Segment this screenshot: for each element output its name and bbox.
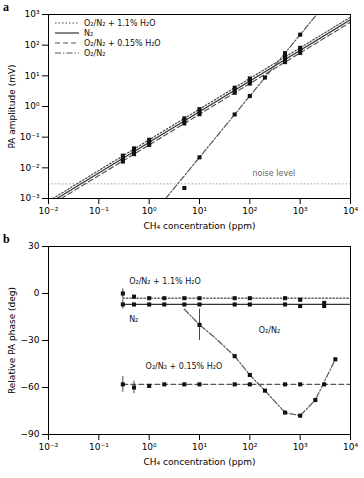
- html-text:N₂: N₂: [84, 28, 94, 38]
- svg-text:10⁴: 10⁴: [343, 206, 358, 216]
- svg-text:10⁰: 10⁰: [142, 442, 157, 452]
- svg-text:10²: 10²: [242, 206, 257, 216]
- svg-text:O₂/N₂ + 1.1% H₂O: O₂/N₂ + 1.1% H₂O: [129, 277, 201, 286]
- svg-text:10⁻²: 10⁻²: [39, 206, 59, 216]
- svg-text:O₂/N₂: O₂/N₂: [259, 326, 280, 335]
- svg-text:noise level: noise level: [252, 169, 295, 178]
- svg-text:10²: 10²: [24, 40, 39, 50]
- svg-text:10⁻¹: 10⁻¹: [89, 206, 109, 216]
- html-text:b: b: [3, 232, 10, 246]
- svg-text:10⁻²: 10⁻²: [20, 163, 40, 173]
- svg-text:CH₄ concentration (ppm): CH₄ concentration (ppm): [144, 457, 256, 467]
- svg-text:10⁻³: 10⁻³: [20, 193, 40, 203]
- svg-text:O₂/N₂ + 0.15% H₂O: O₂/N₂ + 0.15% H₂O: [146, 362, 223, 371]
- svg-text:10⁻¹: 10⁻¹: [89, 442, 109, 452]
- svg-text:0: 0: [34, 288, 40, 298]
- svg-text:10⁰: 10⁰: [142, 206, 157, 216]
- html-text:O₂/N₂ + 0.15% H₂O: O₂/N₂ + 0.15% H₂O: [84, 38, 161, 48]
- svg-text:10⁰: 10⁰: [24, 101, 39, 111]
- svg-text:10³: 10³: [24, 9, 39, 19]
- svg-text:N₂: N₂: [129, 315, 138, 324]
- svg-text:10¹: 10¹: [24, 71, 39, 81]
- svg-text:10⁻²: 10⁻²: [39, 442, 59, 452]
- svg-text:10⁴: 10⁴: [343, 442, 358, 452]
- svg-text:10³: 10³: [293, 206, 308, 216]
- svg-text:−90: −90: [21, 429, 40, 439]
- svg-text:10¹: 10¹: [192, 442, 207, 452]
- svg-text:CH₄ concentration (ppm): CH₄ concentration (ppm): [144, 221, 256, 231]
- html-text:O₂/N₂ + 1.1% H₂O: O₂/N₂ + 1.1% H₂O: [84, 18, 156, 28]
- svg-text:Relative PA phase (deg): Relative PA phase (deg): [7, 287, 17, 394]
- svg-text:−60: −60: [21, 382, 40, 392]
- svg-text:PA amplitude (mV): PA amplitude (mV): [7, 64, 17, 148]
- svg-text:10⁻¹: 10⁻¹: [20, 132, 40, 142]
- svg-text:10²: 10²: [242, 442, 257, 452]
- svg-text:30: 30: [28, 241, 40, 251]
- html-text:O₂/N₂: O₂/N₂: [84, 48, 106, 58]
- svg-text:10³: 10³: [293, 442, 308, 452]
- html-text:a: a: [3, 0, 9, 14]
- svg-text:10¹: 10¹: [192, 206, 207, 216]
- svg-text:−30: −30: [21, 335, 40, 345]
